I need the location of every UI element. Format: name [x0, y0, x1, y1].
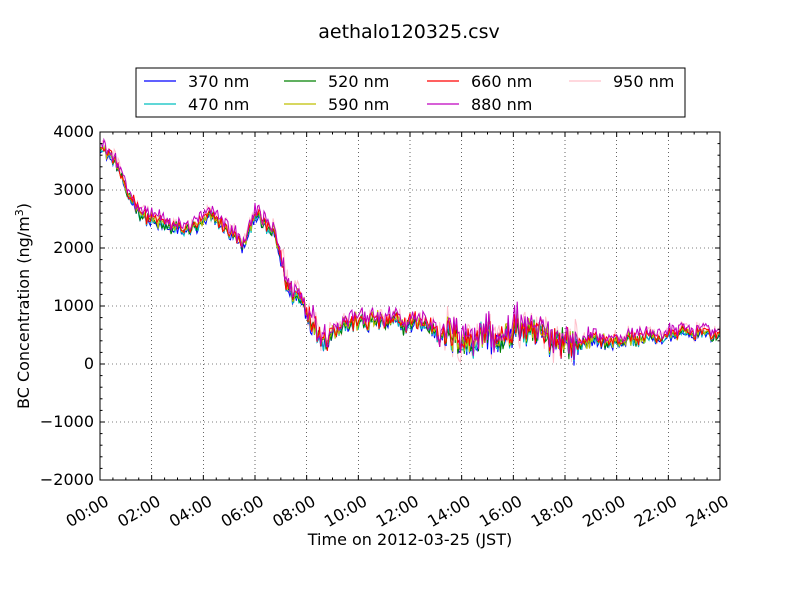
legend: 370 nm 470 nm 520 nm 590 nm 660 nm 880 nm 950 …	[135, 67, 686, 118]
y-tick-label: 4000	[53, 122, 94, 141]
y-tick-label: 3000	[53, 180, 94, 199]
legend-label: 660 nm	[471, 72, 532, 91]
legend-label: 880 nm	[471, 95, 532, 114]
series-line-660-nm	[100, 147, 720, 359]
legend-label: 520 nm	[328, 72, 389, 91]
series-line-470-nm	[100, 149, 720, 362]
y-tick-label: −2000	[40, 470, 94, 489]
legend-label: 470 nm	[188, 95, 249, 114]
x-tick-label: 24:00	[683, 491, 732, 531]
x-tick-label: 10:00	[321, 491, 370, 531]
x-tick-label: 22:00	[631, 491, 680, 531]
legend-label: 950 nm	[613, 72, 674, 91]
y-axis-label-superscript: 3	[13, 209, 26, 216]
x-tick-label: 00:00	[63, 491, 112, 531]
x-tick-label: 08:00	[269, 491, 318, 531]
x-axis-label: Time on 2012-03-25 (JST)	[307, 530, 512, 549]
x-tick-label: 14:00	[424, 491, 473, 531]
plot-area	[100, 137, 720, 366]
y-tick-label: −1000	[40, 412, 94, 431]
chart-title: aethalo120325.csv	[318, 21, 500, 43]
legend-label: 590 nm	[328, 95, 389, 114]
series-line-950-nm	[100, 139, 720, 363]
grid-lines	[100, 132, 720, 480]
x-tick-label: 18:00	[528, 491, 577, 531]
x-tick-label: 16:00	[476, 491, 525, 531]
y-axis-label: BC Concentration (ng/m3)	[13, 203, 33, 409]
y-axis: −2000 −1000 0 1000 2000 3000 4000	[40, 122, 720, 489]
x-tick-label: 04:00	[166, 491, 215, 531]
x-tick-label: 12:00	[373, 491, 422, 531]
y-tick-label: 2000	[53, 238, 94, 257]
legend-box	[135, 67, 686, 118]
legend-label: 370 nm	[188, 72, 249, 91]
y-axis-label-suffix: )	[14, 203, 33, 209]
y-tick-label: 1000	[53, 296, 94, 315]
x-tick-label: 06:00	[218, 491, 267, 531]
x-tick-label: 02:00	[114, 491, 163, 531]
y-tick-label: 0	[84, 354, 94, 373]
y-axis-label-main: BC Concentration (ng/m	[14, 216, 33, 409]
series-line-880-nm	[100, 137, 720, 360]
x-tick-label: 20:00	[579, 491, 628, 531]
